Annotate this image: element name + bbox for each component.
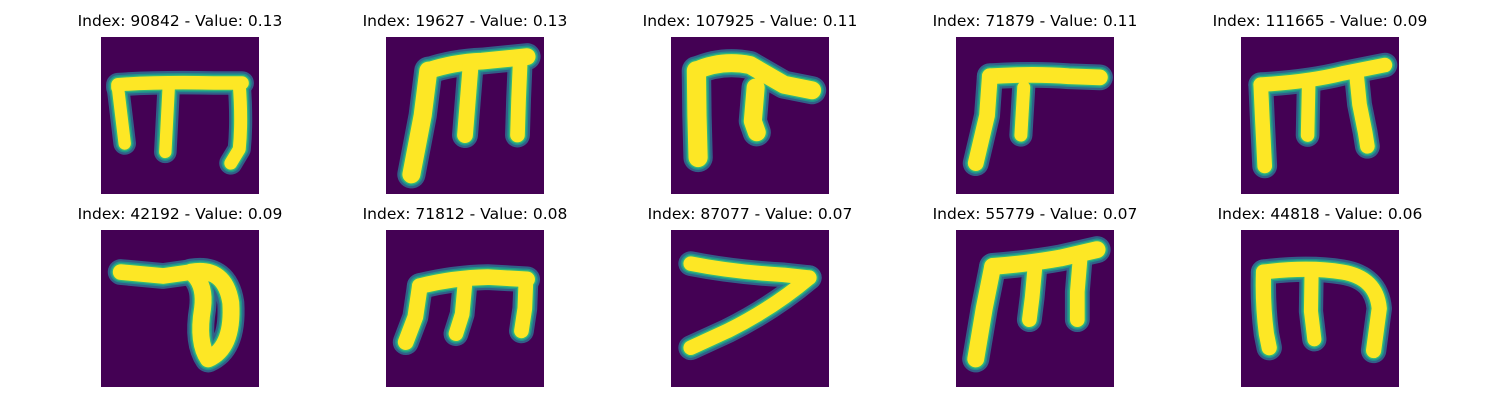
panel-title: Index: 44818 - Value: 0.06 xyxy=(1217,205,1423,223)
image-panel: Index: 71879 - Value: 0.11 xyxy=(915,12,1155,202)
handwritten-m-glyph xyxy=(397,43,541,189)
handwritten-hook-glyph xyxy=(681,49,827,173)
panel-title: Index: 55779 - Value: 0.07 xyxy=(932,205,1138,223)
image-panel: Index: 44818 - Value: 0.06 xyxy=(1200,205,1440,395)
digit-image xyxy=(956,37,1114,194)
handwritten-m-glyph xyxy=(1248,52,1398,179)
panel-title: Index: 42192 - Value: 0.09 xyxy=(77,205,283,223)
panel-title: Index: 71812 - Value: 0.08 xyxy=(362,205,568,223)
digit-image xyxy=(1241,37,1399,194)
image-panel: Index: 19627 - Value: 0.13 xyxy=(345,12,585,202)
handwritten-m-glyph xyxy=(106,70,254,175)
digit-image xyxy=(101,37,259,194)
panel-title: Index: 90842 - Value: 0.13 xyxy=(77,12,283,30)
handwritten-m-glyph xyxy=(962,236,1111,373)
panel-title: Index: 111665 - Value: 0.09 xyxy=(1212,12,1428,30)
image-panel: Index: 107925 - Value: 0.11 xyxy=(630,12,870,202)
handwritten-flag-glyph xyxy=(962,61,1113,177)
digit-image xyxy=(101,230,259,387)
handwritten-m-glyph xyxy=(1250,256,1392,364)
handwritten-m-glyph xyxy=(392,264,541,356)
panel-title: Index: 107925 - Value: 0.11 xyxy=(642,12,858,30)
panel-title: Index: 19627 - Value: 0.13 xyxy=(362,12,568,30)
handwritten-seven-glyph xyxy=(678,251,822,361)
handwritten-loop-glyph xyxy=(107,257,245,373)
digit-image xyxy=(956,230,1114,387)
image-panel: Index: 55779 - Value: 0.07 xyxy=(915,205,1155,395)
digit-image xyxy=(386,230,544,387)
panel-title: Index: 87077 - Value: 0.07 xyxy=(647,205,853,223)
image-panel: Index: 42192 - Value: 0.09 xyxy=(60,205,300,395)
image-panel: Index: 90842 - Value: 0.13 xyxy=(60,12,300,202)
digit-image xyxy=(671,37,829,194)
image-panel: Index: 111665 - Value: 0.09 xyxy=(1200,12,1440,202)
image-panel: Index: 87077 - Value: 0.07 xyxy=(630,205,870,395)
image-panel: Index: 71812 - Value: 0.08 xyxy=(345,205,585,395)
panel-title: Index: 71879 - Value: 0.11 xyxy=(932,12,1138,30)
digit-image xyxy=(1241,230,1399,387)
digit-image xyxy=(386,37,544,194)
digit-image xyxy=(671,230,829,387)
